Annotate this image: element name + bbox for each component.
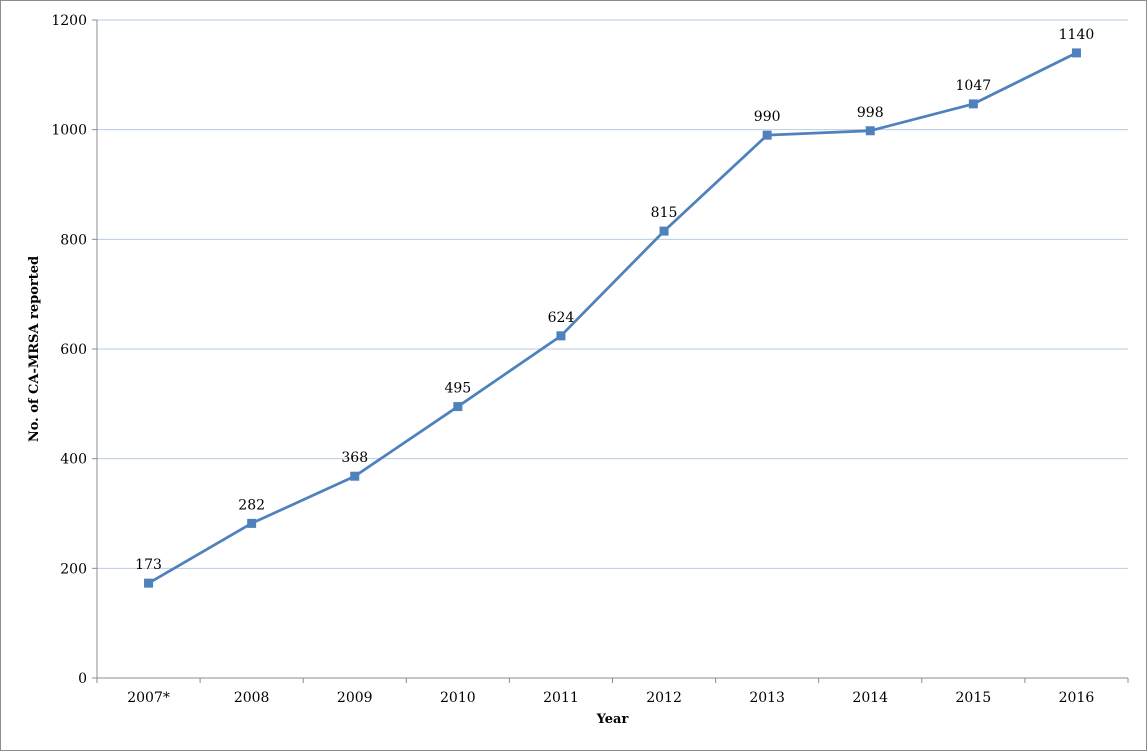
- x-tick-label: 2016: [1059, 690, 1095, 706]
- data-point-marker: [659, 226, 669, 236]
- data-label: 990: [754, 109, 781, 125]
- y-tick-label: 1000: [51, 123, 87, 139]
- data-point-marker: [247, 518, 257, 528]
- x-tick-label: 2015: [956, 690, 992, 706]
- data-label: 282: [238, 497, 265, 513]
- x-axis-title: Year: [596, 712, 629, 727]
- data-label: 998: [857, 105, 884, 121]
- x-tick-label: 2012: [646, 690, 682, 706]
- data-point-marker: [1071, 48, 1081, 58]
- data-point-marker: [144, 578, 154, 588]
- data-label: 1140: [1059, 27, 1095, 43]
- series-line: [147, 51, 1078, 585]
- gridlines: [97, 19, 1128, 569]
- data-label: 1047: [956, 78, 992, 94]
- data-point-marker: [762, 130, 772, 140]
- data-label: 368: [341, 450, 368, 466]
- series-line-layer: [147, 51, 1078, 585]
- data-point-marker: [350, 471, 360, 481]
- data-label: 495: [444, 381, 471, 397]
- data-label: 624: [548, 310, 575, 326]
- y-axis-title: No. of CA-MRSA reported: [27, 256, 42, 442]
- y-tick-label: 200: [60, 561, 87, 577]
- x-tick-label: 2013: [749, 690, 785, 706]
- data-point-marker: [865, 126, 875, 136]
- y-axis-ticks: 0 200 400 600 800 1000 1200: [51, 13, 97, 687]
- x-tick-label: 2008: [234, 690, 270, 706]
- x-axis-ticks: 2007* 2008 2009 2010 2011 2012 2013 2014 2015 201…: [96, 678, 1129, 706]
- data-point-marker: [968, 99, 978, 109]
- x-tick-label: 2007*: [127, 690, 170, 706]
- y-tick-label: 0: [78, 671, 87, 687]
- data-labels: 173 282 368 495 624 815 990 998 1047 1140: [135, 27, 1094, 573]
- x-tick-label: 2009: [337, 690, 373, 706]
- data-point-marker: [453, 402, 463, 412]
- y-tick-label: 1200: [51, 13, 87, 29]
- data-point-marker: [556, 331, 566, 341]
- x-tick-label: 2010: [440, 690, 476, 706]
- x-tick-label: 2014: [852, 690, 888, 706]
- data-label: 173: [135, 557, 162, 573]
- y-tick-label: 600: [60, 342, 87, 358]
- data-label: 815: [651, 205, 678, 221]
- y-tick-label: 400: [60, 452, 87, 468]
- y-tick-label: 800: [60, 232, 87, 248]
- x-tick-label: 2011: [543, 690, 579, 706]
- markers: [144, 48, 1081, 588]
